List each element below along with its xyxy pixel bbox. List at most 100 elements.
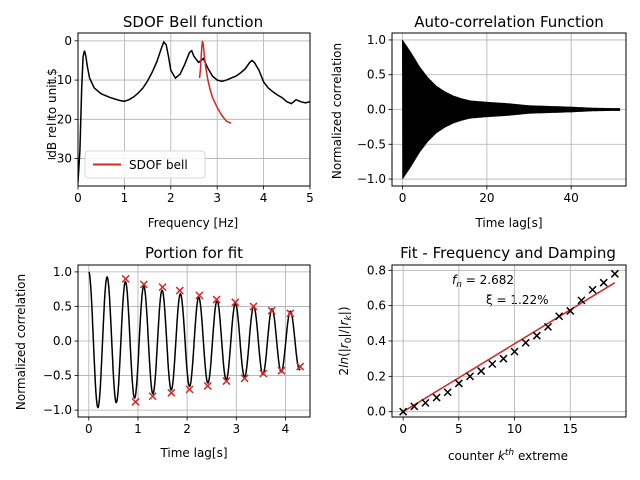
- annotation-damping: ξ = 1.22%: [486, 293, 549, 307]
- y-tick-label: 0.4: [367, 334, 386, 348]
- extreme-marker: [267, 306, 276, 315]
- x-tick-label: 2: [183, 422, 191, 436]
- data-marker: [577, 296, 586, 305]
- y-tick-label: 0.2: [367, 369, 386, 383]
- extreme-marker: [185, 385, 194, 394]
- series-line-signal: [88, 271, 301, 409]
- y-tick-label: −30: [47, 152, 72, 166]
- extreme-marker: [203, 381, 212, 390]
- legend: SDOF bell: [84, 150, 206, 179]
- y-axis-label: 2ln(|r0|/|rk|): [337, 306, 354, 375]
- x-tick-label: 3: [232, 422, 240, 436]
- y-tick-label: 1.0: [53, 265, 72, 279]
- data-marker: [465, 372, 475, 381]
- x-tick-label: 5: [306, 191, 314, 205]
- data-marker: [443, 388, 452, 397]
- x-tick-label: 5: [455, 422, 463, 436]
- panel-title: SDOF Bell function: [123, 13, 263, 31]
- grid: [78, 265, 310, 417]
- extreme-marker: [139, 280, 148, 289]
- extreme-marker: [195, 291, 204, 300]
- extreme-marker: [240, 374, 249, 383]
- y-tick-label: 0.8: [367, 263, 386, 277]
- x-tick-label: 0: [85, 422, 93, 436]
- x-axis-label: Time lag[s]: [474, 216, 542, 230]
- y-tick-label: 1.0: [367, 33, 386, 47]
- y-tick-label: −1.0: [43, 403, 72, 417]
- data-marker: [566, 306, 575, 315]
- x-tick-label: 0: [399, 422, 407, 436]
- x-tick-label: 40: [564, 191, 579, 205]
- data-marker: [532, 331, 541, 340]
- data-marker: [588, 285, 597, 294]
- data-marker: [477, 367, 486, 376]
- y-tick-label: −1.0: [357, 172, 386, 186]
- x-tick-label: 10: [507, 422, 522, 436]
- extreme-marker: [175, 286, 184, 295]
- x-tick-label: 4: [282, 422, 290, 436]
- data-marker: [521, 338, 530, 347]
- y-tick-label: 0.0: [367, 405, 386, 419]
- data-marker: [543, 322, 553, 331]
- data-marker: [421, 398, 430, 407]
- data-marker: [610, 269, 619, 278]
- y-axis-label: Normalized correlation: [330, 43, 344, 179]
- axes-frame: [77, 32, 311, 187]
- plot-area: [402, 39, 621, 179]
- panel-portion-for-fit: Portion for fit Time lag[s] Normalized c…: [14, 244, 311, 460]
- extreme-marker: [158, 283, 167, 292]
- data-marker: [432, 393, 441, 402]
- grid: [392, 265, 626, 417]
- x-tick-label: 0: [399, 191, 407, 205]
- extreme-marker: [231, 298, 240, 307]
- data-marker: [410, 402, 419, 411]
- x-tick-label: 2: [167, 191, 175, 205]
- data-marker: [510, 347, 519, 356]
- extreme-marker: [121, 274, 130, 283]
- panel-sdof-bell: SDOF Bell function Frequency [Hz] dB rel…: [45, 13, 314, 230]
- plot-area: [88, 271, 301, 409]
- extreme-marker: [167, 388, 176, 397]
- data-marker: [454, 379, 463, 388]
- series-line-response: [78, 40, 310, 183]
- x-axis-label: counter kth extreme: [448, 448, 568, 463]
- x-tick-label: 3: [213, 191, 221, 205]
- plot-area: [78, 40, 310, 183]
- extreme-marker: [148, 392, 157, 401]
- x-axis-label: Time lag[s]: [159, 446, 227, 460]
- x-tick-label: 20: [479, 191, 494, 205]
- y-tick-label: 0.6: [367, 299, 386, 313]
- panel-autocorrelation: Auto-correlation Function Time lag[s] No…: [330, 13, 627, 230]
- x-tick-label: 15: [563, 422, 578, 436]
- plot-area: [402, 282, 616, 413]
- series-line-sdof-bell: [198, 40, 232, 124]
- extreme-marker: [131, 397, 140, 406]
- extreme-marker: [277, 366, 286, 375]
- x-tick-label: 0: [74, 191, 82, 205]
- extreme-marker: [222, 377, 231, 386]
- extreme-marker: [212, 295, 221, 304]
- series-line-autocorrelation: [402, 39, 621, 179]
- extreme-marker: [249, 302, 258, 311]
- x-tick-label: 4: [260, 191, 268, 205]
- legend-label: SDOF bell: [129, 158, 188, 172]
- y-tick-label: 0: [64, 34, 72, 48]
- x-axis-label: Frequency [Hz]: [148, 216, 239, 230]
- legend-box: [84, 150, 206, 179]
- data-marker: [499, 354, 508, 363]
- y-tick-label: 0.0: [53, 334, 72, 348]
- extreme-marker: [286, 309, 295, 318]
- panel-title: Portion for fit: [145, 244, 243, 262]
- y-axis-label: Normalized correlation: [14, 274, 28, 410]
- data-marker: [555, 312, 564, 321]
- panel-fit-frequency-damping: Fit - Frequency and Damping counter kth …: [337, 244, 627, 463]
- x-tick-label: 1: [121, 191, 129, 205]
- y-tick-label: −10: [47, 73, 72, 87]
- y-tick-label: 0.5: [53, 299, 72, 313]
- y-tick-label: −0.5: [43, 369, 72, 383]
- data-marker: [599, 278, 608, 287]
- y-tick-label: −0.5: [357, 137, 386, 151]
- data-marker: [488, 359, 497, 369]
- y-tick-label: −20: [47, 112, 72, 126]
